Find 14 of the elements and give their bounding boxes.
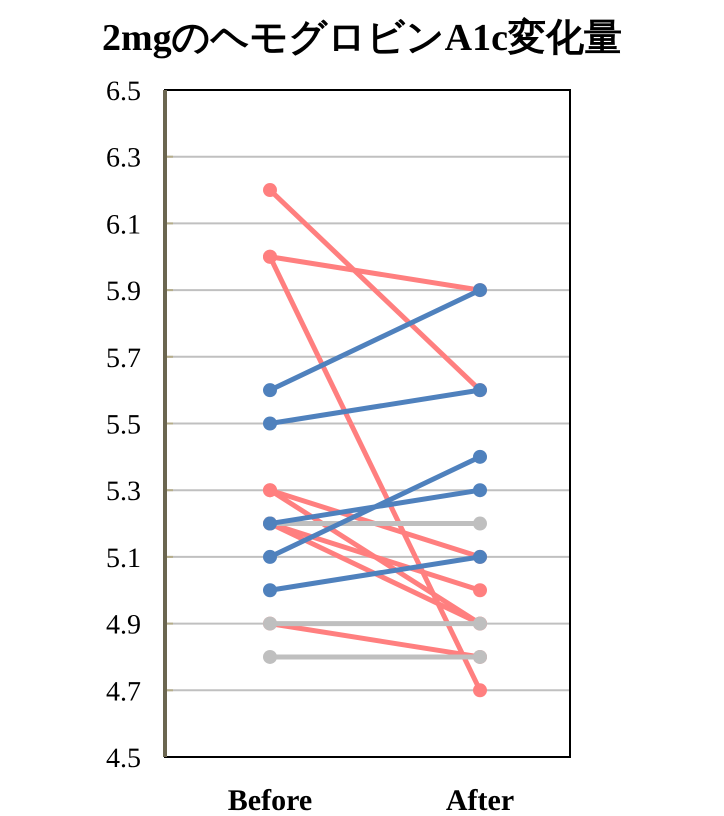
ytick: 6.3	[106, 142, 141, 174]
ytick: 5.1	[106, 542, 141, 574]
ytick: 5.3	[106, 476, 141, 508]
ytick: 4.7	[106, 676, 141, 708]
ytick: 4.9	[106, 610, 141, 641]
ytick: 5.9	[106, 276, 141, 308]
ytick: 6.5	[106, 76, 141, 107]
xtick: After	[446, 784, 514, 816]
ytick: 5.5	[106, 410, 141, 440]
ytick: 6.1	[106, 209, 141, 240]
title: 2mgのヘモグロビンA1c変化量	[102, 17, 622, 59]
xtick: Before	[228, 784, 312, 816]
ytick: 5.7	[106, 342, 141, 374]
ytick: 4.5	[106, 743, 141, 774]
